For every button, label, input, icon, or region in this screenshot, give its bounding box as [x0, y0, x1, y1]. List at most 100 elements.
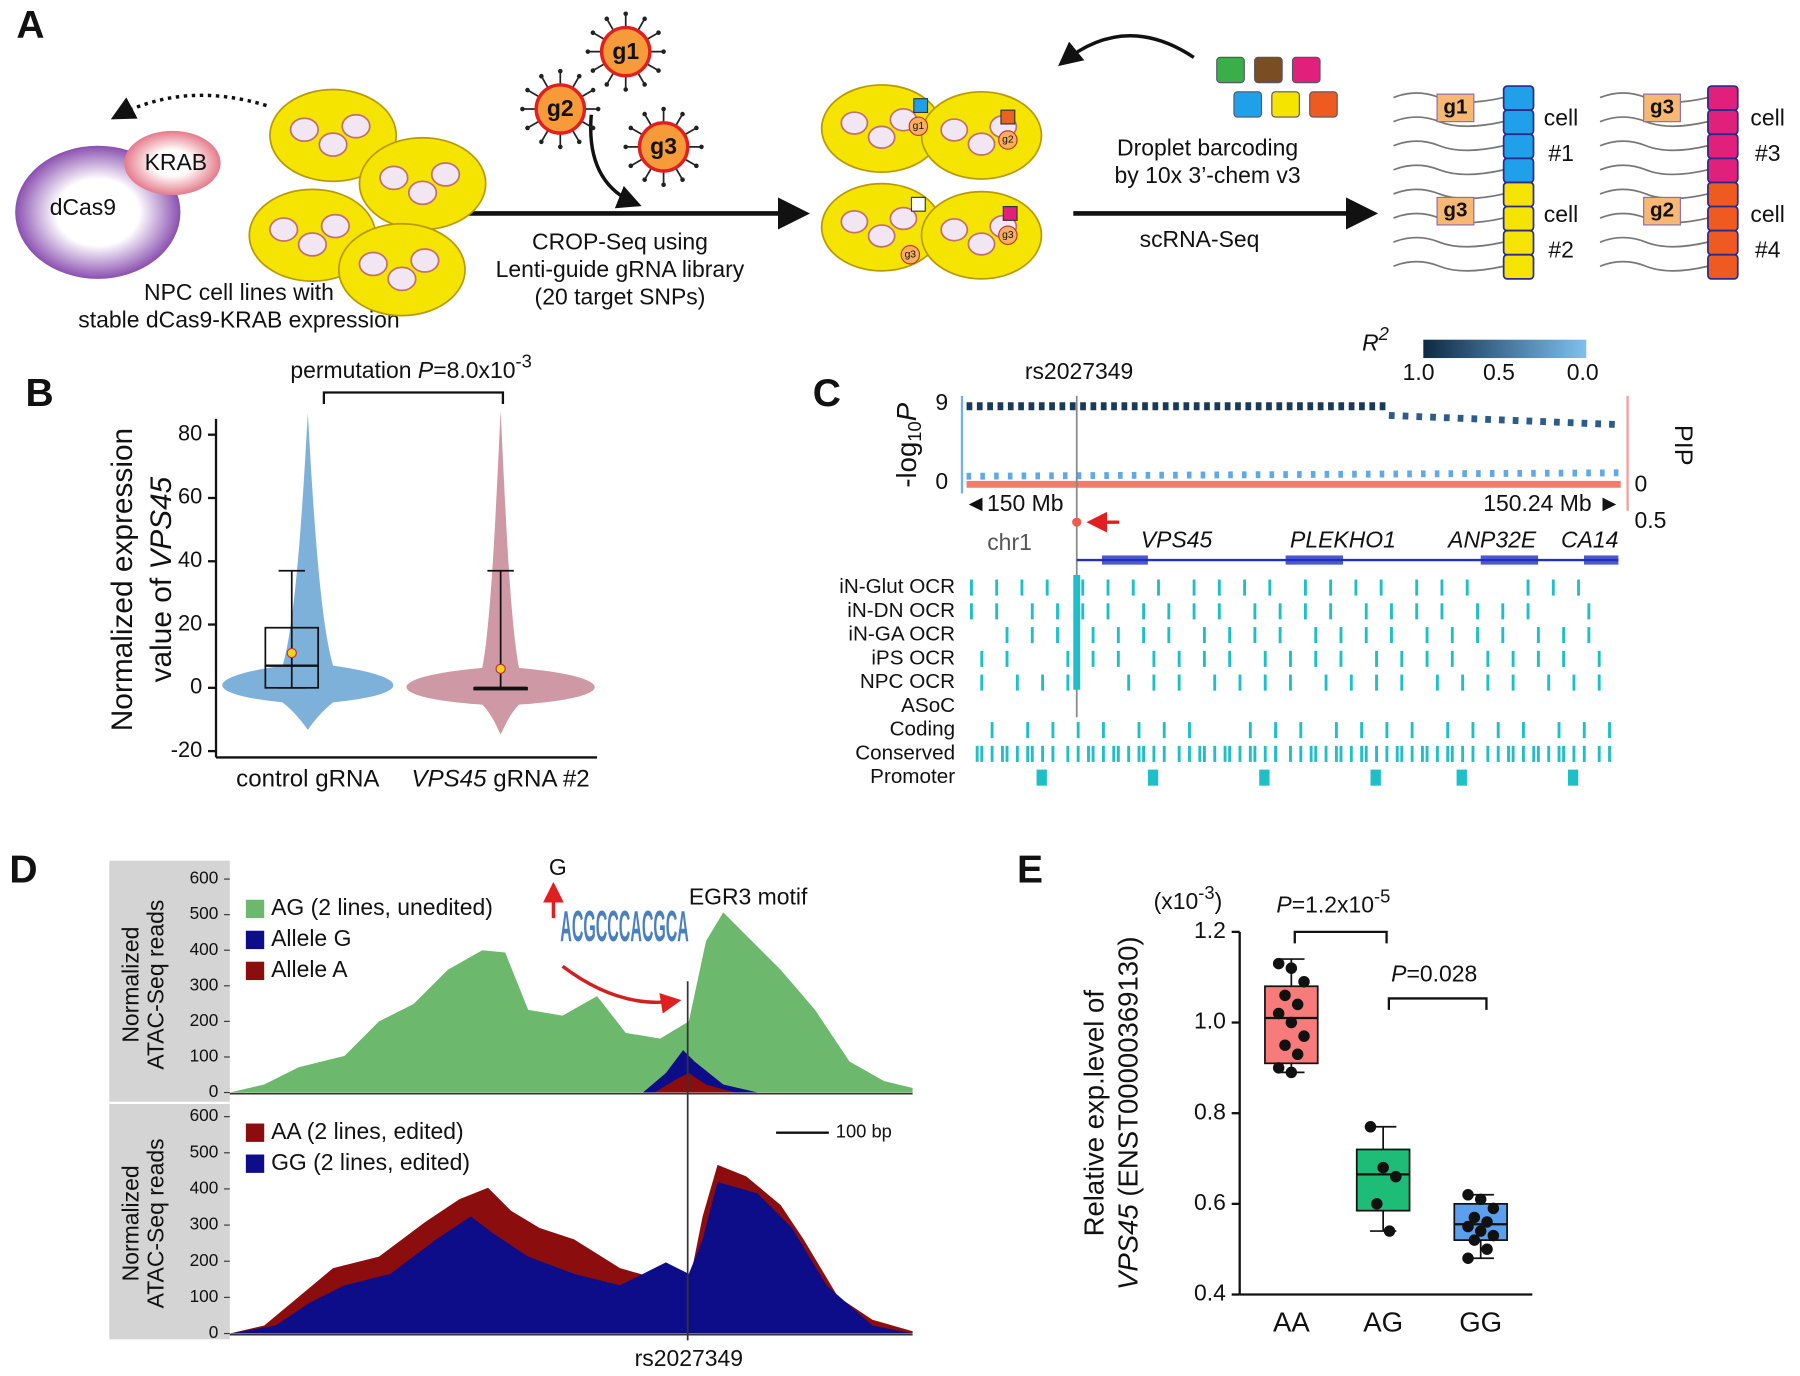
point [1383, 1225, 1396, 1237]
nucleus [967, 232, 996, 256]
track-feature [1005, 650, 1009, 667]
track-feature [1410, 722, 1414, 739]
point [1462, 1252, 1474, 1264]
y-tick-label: 300 [190, 974, 219, 994]
nucleus [430, 162, 461, 187]
virus-spike [541, 76, 549, 88]
track-feature [1076, 745, 1080, 762]
track-label: Promoter [870, 765, 955, 788]
track-feature [1562, 627, 1566, 644]
virus-spike [675, 168, 683, 180]
text-part: VPS45 [1113, 1204, 1144, 1290]
track-feature [1005, 745, 1009, 762]
point [1474, 1225, 1487, 1237]
nucleus [840, 210, 869, 234]
assoc-dots [966, 469, 1619, 480]
read-line [1393, 164, 1504, 176]
virus-spike [572, 76, 580, 88]
track-feature [1015, 745, 1019, 762]
track-feature [1026, 745, 1030, 762]
barcode [1707, 253, 1739, 280]
track-feature [1562, 650, 1566, 667]
track-feature [1435, 674, 1439, 691]
virus-spike [593, 63, 605, 71]
track-feature [1375, 650, 1378, 667]
track-feature [1056, 627, 1059, 644]
track-feature [1101, 722, 1105, 739]
track-feature [1162, 722, 1166, 739]
track-feature [990, 722, 994, 739]
track-feature [1142, 745, 1146, 762]
text-part: (x10 [1154, 888, 1199, 914]
virus-spike [541, 130, 549, 142]
scale-label: 100 bp [836, 1121, 892, 1142]
track-feature [1131, 579, 1135, 596]
track-feature [1425, 627, 1429, 644]
virus [534, 83, 587, 135]
point [1279, 1039, 1291, 1051]
caption: CROP-Seq using [532, 228, 708, 254]
track-feature [1597, 745, 1601, 762]
nucleus [940, 118, 969, 142]
label-bg [109, 1104, 230, 1340]
track-feature [1440, 579, 1444, 596]
r2-tick: 0.0 [1567, 359, 1599, 385]
track-feature [1364, 603, 1368, 620]
pip-tick: 0.5 [1634, 507, 1666, 533]
track-feature [1526, 603, 1530, 620]
virus-spike [581, 120, 593, 129]
barcode-bead [1233, 91, 1263, 118]
point [1474, 1193, 1487, 1206]
track-feature [1278, 603, 1282, 620]
virus-spike-tip [642, 16, 647, 22]
track-feature [1248, 745, 1252, 762]
track-feature [1421, 745, 1424, 762]
virus-spike-tip [576, 139, 582, 145]
panel-label: A [16, 4, 44, 47]
virus-spike-tip [656, 30, 661, 36]
cell-label: cell [1544, 201, 1578, 227]
barcode [1707, 133, 1739, 160]
y-tick: 9 [935, 389, 948, 415]
track-feature [1005, 627, 1009, 644]
track-feature [1360, 722, 1364, 739]
box [264, 626, 320, 689]
point [1285, 1016, 1298, 1029]
y-label: VPS45 (ENST00000369130) [1113, 936, 1144, 1290]
box [1355, 1148, 1411, 1212]
track-feature [1349, 745, 1353, 762]
virus-spike-tip [694, 163, 699, 169]
track-feature [1557, 722, 1561, 739]
virus-spike [637, 73, 645, 84]
track-feature [1496, 745, 1500, 762]
point [1272, 1007, 1285, 1020]
track-feature [975, 745, 979, 762]
track-feature [1314, 745, 1318, 762]
gene-label: CA14 [1561, 527, 1618, 553]
caption: Droplet barcoding [1117, 134, 1298, 160]
virus-spike-tip [590, 125, 596, 131]
track-feature [1501, 603, 1505, 620]
track-feature [1198, 745, 1202, 762]
dcas9-label: dCas9 [50, 194, 116, 220]
track-feature [1400, 650, 1404, 667]
nucleus [867, 125, 896, 150]
y-tick: 0 [935, 468, 948, 494]
x-tick-label-part: gRNA #2 [487, 766, 590, 793]
nucleus [269, 217, 299, 242]
track-feature [1167, 627, 1171, 644]
track-feature [1041, 745, 1045, 762]
guide-tag [908, 116, 929, 136]
dotted-arrow [110, 93, 268, 120]
y-label: value of VPS45 [145, 476, 178, 682]
caption: by 10x 3’-chem v3 [1114, 162, 1300, 188]
virus-spike-tip [604, 16, 610, 22]
y-label: Normalized [117, 1165, 143, 1281]
track-feature [1091, 627, 1095, 644]
track-feature [1536, 650, 1540, 667]
r2-label: R2 [1362, 323, 1389, 355]
y-tick-label: 100 [190, 1046, 219, 1066]
track-feature [1106, 603, 1110, 620]
panel-label: E [1017, 849, 1043, 892]
text-part: 2 [1378, 323, 1389, 344]
